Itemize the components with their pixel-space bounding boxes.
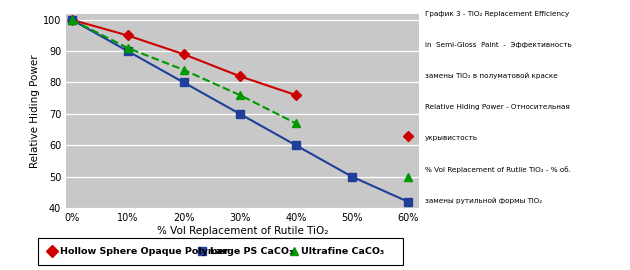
Text: Hollow Sphere Opaque Polymer: Hollow Sphere Opaque Polymer: [60, 247, 229, 256]
Y-axis label: Relative Hiding Power: Relative Hiding Power: [30, 54, 40, 167]
Text: in  Semi-Gloss  Paint  -  Эффективность: in Semi-Gloss Paint - Эффективность: [425, 42, 572, 48]
Text: % Vol Replacement of Rutile TiO₂ - % об.: % Vol Replacement of Rutile TiO₂ - % об.: [425, 166, 571, 173]
Text: замены рутильной формы TiO₂: замены рутильной формы TiO₂: [425, 197, 542, 204]
X-axis label: % Vol Replacement of Rutile TiO₂: % Vol Replacement of Rutile TiO₂: [157, 225, 328, 235]
Text: Large PS CaCO₃: Large PS CaCO₃: [210, 247, 293, 256]
Text: Ultrafine CaCO₃: Ultrafine CaCO₃: [301, 247, 384, 256]
Text: укрывистость: укрывистость: [425, 135, 478, 141]
Text: Relative Hiding Power - Относительная: Relative Hiding Power - Относительная: [425, 104, 570, 110]
Text: замены TiO₂ в полуматовой краске: замены TiO₂ в полуматовой краске: [425, 73, 558, 79]
Text: График 3 - TiO₂ Replacement Efficiency: График 3 - TiO₂ Replacement Efficiency: [425, 11, 570, 17]
